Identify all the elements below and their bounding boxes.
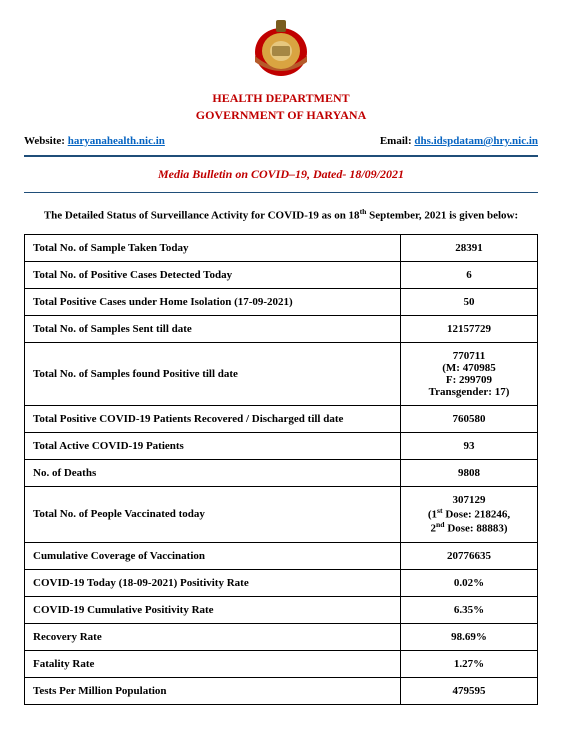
table-row: Total No. of Sample Taken Today28391: [25, 234, 538, 261]
stat-value: 0.02%: [401, 569, 538, 596]
table-row: Total Active COVID-19 Patients93: [25, 432, 538, 459]
website-link[interactable]: haryanahealth.nic.in: [68, 135, 165, 147]
stat-label: Total Positive COVID-19 Patients Recover…: [25, 405, 401, 432]
stat-label: Total No. of Samples found Positive till…: [25, 342, 401, 405]
website-label: Website:: [24, 135, 68, 147]
bulletin-prefix: Media Bulletin on: [158, 167, 251, 181]
intro-suffix: September, 2021 is given below:: [366, 210, 518, 222]
table-row: COVID-19 Today (18-09-2021) Positivity R…: [25, 569, 538, 596]
email-link[interactable]: dhs.idspdatam@hry.nic.in: [414, 135, 538, 147]
stat-label: Recovery Rate: [25, 623, 401, 650]
rule-thick: [24, 155, 538, 157]
stats-table: Total No. of Sample Taken Today28391Tota…: [24, 234, 538, 705]
bulletin-suffix: Dated- 18/09/2021: [310, 167, 404, 181]
table-row: Cumulative Coverage of Vaccination207766…: [25, 542, 538, 569]
email-label: Email:: [380, 135, 415, 147]
stat-label: Fatality Rate: [25, 650, 401, 677]
stat-label: COVID-19 Today (18-09-2021) Positivity R…: [25, 569, 401, 596]
email-block: Email: dhs.idspdatam@hry.nic.in: [380, 135, 538, 147]
table-row: Total No. of Samples found Positive till…: [25, 342, 538, 405]
intro-prefix: The Detailed Status of Surveillance Acti…: [44, 210, 360, 222]
stat-value: 1.27%: [401, 650, 538, 677]
stat-label: Total Active COVID-19 Patients: [25, 432, 401, 459]
stat-value: 770711(M: 470985F: 299709Transgender: 17…: [401, 342, 538, 405]
website-block: Website: haryanahealth.nic.in: [24, 135, 165, 147]
stat-value: 307129(1st Dose: 218246,2nd Dose: 88883): [401, 486, 538, 542]
table-row: Total No. of Positive Cases Detected Tod…: [25, 261, 538, 288]
table-row: Total No. of Samples Sent till date12157…: [25, 315, 538, 342]
table-row: Total No. of People Vaccinated today3071…: [25, 486, 538, 542]
stat-value: 50: [401, 288, 538, 315]
stat-label: Total No. of People Vaccinated today: [25, 486, 401, 542]
stat-label: Cumulative Coverage of Vaccination: [25, 542, 401, 569]
stat-value: 479595: [401, 677, 538, 704]
emblem-svg: [246, 18, 316, 80]
stat-label: Total No. of Sample Taken Today: [25, 234, 401, 261]
stat-label: Tests Per Million Population: [25, 677, 401, 704]
stat-value: 6: [401, 261, 538, 288]
table-row: Fatality Rate1.27%: [25, 650, 538, 677]
state-emblem: [24, 18, 538, 85]
stat-value: 98.69%: [401, 623, 538, 650]
bulletin-page: HEALTH DEPARTMENT GOVERNMENT OF HARYANA …: [0, 0, 562, 723]
stat-label: No. of Deaths: [25, 459, 401, 486]
government-name: GOVERNMENT OF HARYANA: [24, 108, 538, 123]
table-row: COVID-19 Cumulative Positivity Rate6.35%: [25, 596, 538, 623]
contact-row: Website: haryanahealth.nic.in Email: dhs…: [24, 135, 538, 147]
stat-value: 28391: [401, 234, 538, 261]
table-row: No. of Deaths9808: [25, 459, 538, 486]
stat-label: COVID-19 Cumulative Positivity Rate: [25, 596, 401, 623]
stat-label: Total No. of Positive Cases Detected Tod…: [25, 261, 401, 288]
department-name: HEALTH DEPARTMENT: [24, 91, 538, 106]
stat-value: 12157729: [401, 315, 538, 342]
stat-value: 20776635: [401, 542, 538, 569]
stat-value: 9808: [401, 459, 538, 486]
stat-label: Total No. of Samples Sent till date: [25, 315, 401, 342]
table-row: Tests Per Million Population479595: [25, 677, 538, 704]
rule-thin: [24, 192, 538, 193]
table-row: Total Positive Cases under Home Isolatio…: [25, 288, 538, 315]
stat-value: 760580: [401, 405, 538, 432]
stat-value: 6.35%: [401, 596, 538, 623]
bulletin-title: Media Bulletin on COVID–19, Dated- 18/09…: [24, 167, 538, 182]
intro-text: The Detailed Status of Surveillance Acti…: [24, 207, 538, 222]
bulletin-bold: COVID–19,: [251, 167, 310, 181]
stats-tbody: Total No. of Sample Taken Today28391Tota…: [25, 234, 538, 704]
stat-value: 93: [401, 432, 538, 459]
stat-label: Total Positive Cases under Home Isolatio…: [25, 288, 401, 315]
table-row: Total Positive COVID-19 Patients Recover…: [25, 405, 538, 432]
table-row: Recovery Rate98.69%: [25, 623, 538, 650]
